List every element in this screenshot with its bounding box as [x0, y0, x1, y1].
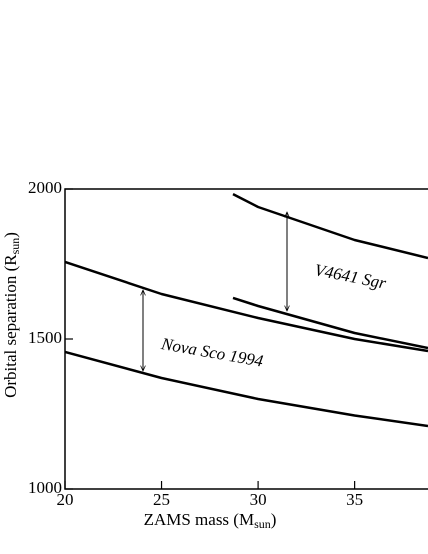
- curve: [232, 192, 428, 260]
- axes-frame: [64, 188, 428, 490]
- y-tick-label: 1500: [28, 328, 62, 347]
- curve: [64, 350, 428, 428]
- y-tick-label: 2000: [28, 178, 62, 197]
- x-tick-label: 25: [153, 490, 170, 509]
- x-tick-label: 20: [57, 490, 74, 509]
- x-axis-label: ZAMS mass (Msun): [144, 510, 277, 531]
- curve: [232, 296, 428, 350]
- x-tick-label: 35: [346, 490, 363, 509]
- y-axis-label: Orbital separation (Rsun): [1, 232, 22, 398]
- y-tick-label: 1000: [28, 478, 62, 497]
- annotation: V4641 Sgr: [313, 260, 388, 293]
- annotation: Nova Sco 1994: [159, 334, 265, 371]
- x-tick-label: 30: [250, 490, 267, 509]
- curve: [64, 260, 428, 353]
